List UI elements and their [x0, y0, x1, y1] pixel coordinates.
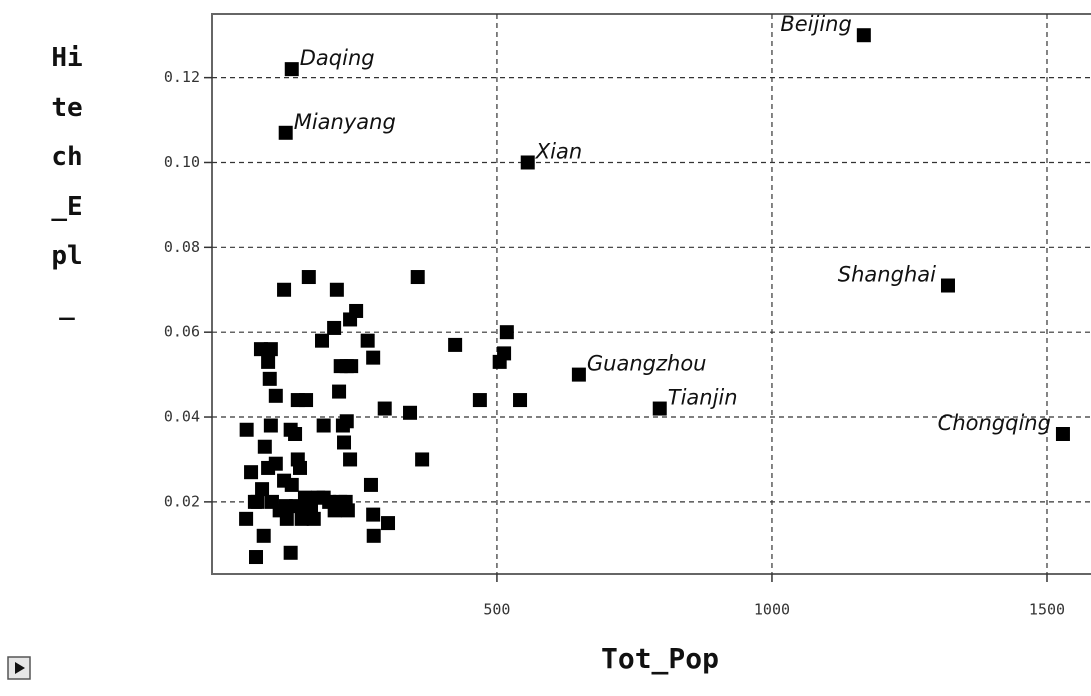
point — [410, 270, 425, 285]
point — [249, 550, 264, 565]
point-label: Shanghai — [838, 263, 936, 287]
point — [256, 528, 271, 543]
point — [316, 418, 331, 433]
point — [363, 477, 378, 492]
point — [299, 393, 314, 408]
point-label: Beijing — [780, 12, 851, 36]
point — [335, 418, 350, 433]
point — [520, 155, 535, 170]
x-tick-label: 500 — [483, 601, 510, 619]
point — [263, 418, 278, 433]
point — [366, 528, 381, 543]
point — [332, 384, 347, 399]
point — [244, 465, 259, 480]
point — [652, 401, 667, 416]
point — [255, 482, 270, 497]
point — [343, 312, 358, 327]
point — [278, 125, 293, 140]
y-axis-label: Hitech_Epl_ — [51, 43, 83, 321]
point — [283, 545, 298, 560]
point-label: Guangzhou — [587, 352, 707, 376]
point — [344, 359, 359, 374]
point — [327, 320, 342, 335]
point-label: Daqing — [300, 46, 375, 70]
point — [1055, 427, 1070, 441]
point — [329, 282, 344, 297]
y-tick-label: 0.10 — [164, 153, 200, 171]
point — [497, 346, 512, 361]
point — [247, 494, 262, 509]
point — [381, 516, 396, 531]
point — [284, 477, 299, 492]
y-tick-label: 0.04 — [164, 408, 200, 426]
point — [415, 452, 430, 467]
point — [337, 435, 352, 450]
point-label: Xian — [535, 139, 582, 163]
point — [257, 439, 272, 454]
point — [288, 427, 303, 441]
point — [366, 350, 381, 365]
point — [327, 503, 342, 518]
y-tick-label: 0.06 — [164, 323, 200, 341]
point — [448, 337, 463, 352]
point-label: Tianjin — [668, 386, 738, 410]
point — [940, 278, 955, 293]
plot-frame — [211, 13, 1091, 575]
point — [571, 367, 586, 382]
point — [304, 499, 319, 514]
y-tick-label: 0.08 — [164, 238, 200, 256]
point — [277, 282, 292, 297]
x-axis-label: Tot_Pop — [601, 642, 719, 675]
point — [279, 511, 294, 526]
toggle-icon — [15, 662, 25, 674]
point-label: Mianyang — [294, 110, 396, 134]
point — [343, 452, 358, 467]
point — [306, 511, 321, 526]
panel-toggle[interactable] — [7, 656, 31, 680]
point — [278, 499, 293, 514]
point — [284, 62, 299, 77]
point — [294, 511, 309, 526]
point — [315, 333, 330, 348]
point — [293, 460, 308, 475]
point — [261, 354, 276, 369]
point — [263, 342, 278, 357]
y-tick-label: 0.02 — [164, 492, 200, 510]
point — [239, 422, 254, 437]
point-label: Chongqing — [938, 411, 1051, 435]
x-tick-label: 1500 — [1029, 601, 1065, 619]
point — [268, 456, 283, 471]
point — [301, 270, 316, 285]
point — [268, 388, 283, 403]
point — [472, 393, 487, 408]
y-tick-label: 0.12 — [164, 68, 200, 86]
point — [513, 393, 528, 408]
point — [499, 325, 514, 340]
x-tick-label: 1000 — [754, 601, 790, 619]
point — [262, 371, 277, 386]
point — [856, 28, 871, 43]
point — [377, 401, 392, 416]
point — [360, 333, 375, 348]
point — [239, 511, 254, 526]
point — [338, 494, 353, 509]
point — [403, 405, 418, 420]
point — [366, 507, 381, 522]
